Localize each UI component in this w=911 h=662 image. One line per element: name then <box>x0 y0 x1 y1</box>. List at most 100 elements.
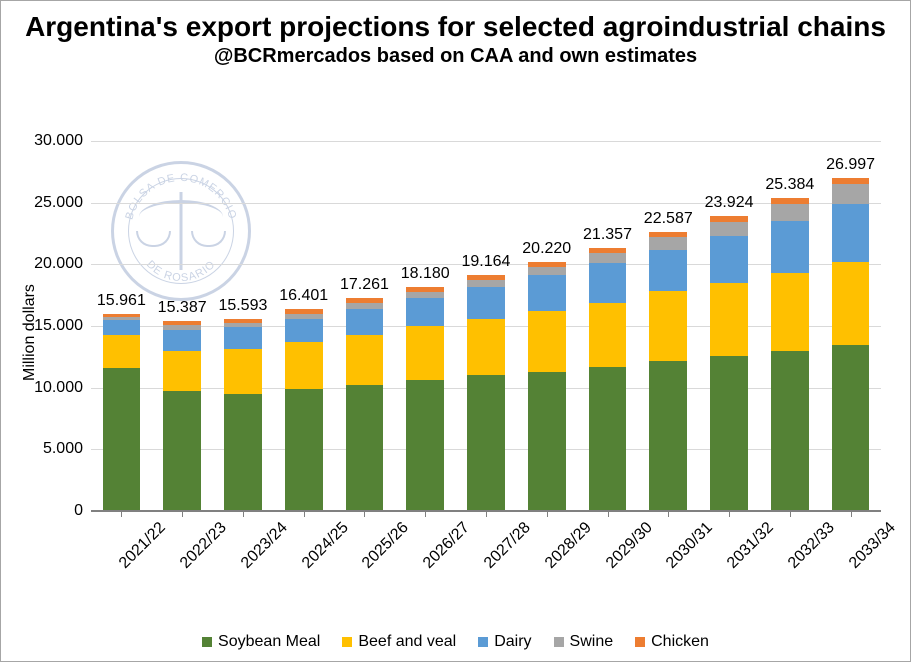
x-tick <box>243 511 244 517</box>
stacked-bar: 26.997 <box>832 178 870 511</box>
bar-slot: 23.924 <box>699 141 760 511</box>
x-tick <box>790 511 791 517</box>
bar-total-label: 20.220 <box>522 240 571 258</box>
bar-slot: 17.261 <box>334 141 395 511</box>
bar-segment-beef <box>163 351 201 392</box>
bar-segment-soybean <box>589 367 627 511</box>
bar-segment-soybean <box>528 372 566 511</box>
y-tick-label: 15.000 <box>34 317 83 335</box>
x-tick <box>425 511 426 517</box>
bar-segment-swine <box>771 204 809 221</box>
bar-segment-soybean <box>406 380 444 511</box>
bar-slot: 25.384 <box>759 141 820 511</box>
bar-segment-swine <box>467 280 505 287</box>
chart-title: Argentina's export projections for selec… <box>1 11 910 43</box>
bar-total-label: 25.384 <box>765 176 814 194</box>
x-tick-label: 2026/27 <box>420 519 474 573</box>
bar-slot: 15.961 <box>91 141 152 511</box>
bar-segment-swine <box>710 222 748 236</box>
stacked-bar: 20.220 <box>528 262 566 511</box>
x-tick-label: 2025/26 <box>359 519 413 573</box>
stacked-bar: 18.180 <box>406 287 444 511</box>
x-tick <box>182 511 183 517</box>
bar-slot: 18.180 <box>395 141 456 511</box>
bar-segment-soybean <box>163 391 201 511</box>
x-tick-label: 2033/34 <box>846 519 900 573</box>
bar-segment-dairy <box>467 287 505 319</box>
bar-slot: 22.587 <box>638 141 699 511</box>
stacked-bar: 15.593 <box>224 319 262 511</box>
bar-total-label: 18.180 <box>401 265 450 283</box>
stacked-bar: 21.357 <box>589 248 627 511</box>
x-tick <box>547 511 548 517</box>
bar-segment-soybean <box>224 394 262 511</box>
bar-segment-dairy <box>589 263 627 302</box>
legend-label: Soybean Meal <box>218 633 320 651</box>
plot-area: 15.961 15.387 15.593 16.401 17.261 18.180 19.1… <box>91 141 881 511</box>
stacked-bar: 23.924 <box>710 216 748 511</box>
x-tick-label: 2023/24 <box>238 519 292 573</box>
bar-slot: 20.220 <box>516 141 577 511</box>
legend-swatch <box>202 637 212 647</box>
bar-slot: 26.997 <box>820 141 881 511</box>
bar-segment-soybean <box>771 351 809 511</box>
bar-segment-dairy <box>528 275 566 311</box>
legend-item-dairy: Dairy <box>478 633 531 651</box>
legend-swatch <box>635 637 645 647</box>
bars-container: 15.961 15.387 15.593 16.401 17.261 18.180 19.1… <box>91 141 881 511</box>
bar-segment-swine <box>589 253 627 264</box>
x-tick-label: 2029/30 <box>602 519 656 573</box>
legend-label: Chicken <box>651 633 709 651</box>
chart-subtitle: @BCRmercados based on CAA and own estima… <box>1 45 910 68</box>
bar-segment-beef <box>771 273 809 351</box>
bar-total-label: 19.164 <box>462 253 511 271</box>
y-tick-label: 25.000 <box>34 194 83 212</box>
bar-segment-beef <box>103 335 141 368</box>
legend: Soybean Meal Beef and veal Dairy Swine Chick… <box>1 633 910 651</box>
stacked-bar: 15.387 <box>163 321 201 511</box>
bar-total-label: 26.997 <box>826 156 875 174</box>
bar-segment-swine <box>832 184 870 204</box>
bar-segment-dairy <box>832 204 870 262</box>
bar-segment-beef <box>224 349 262 393</box>
stacked-bar: 19.164 <box>467 275 505 511</box>
y-tick-label: 5.000 <box>43 440 83 458</box>
legend-label: Beef and veal <box>358 633 456 651</box>
bar-segment-beef <box>285 342 323 389</box>
legend-swatch <box>554 637 564 647</box>
x-tick-label: 2024/25 <box>299 519 353 573</box>
bar-total-label: 23.924 <box>705 194 754 212</box>
bar-total-label: 16.401 <box>279 287 328 305</box>
bar-segment-beef <box>832 262 870 345</box>
bar-segment-beef <box>406 326 444 380</box>
bar-segment-dairy <box>710 236 748 283</box>
stacked-bar: 25.384 <box>771 198 809 511</box>
bar-segment-soybean <box>467 375 505 511</box>
bar-segment-dairy <box>406 298 444 326</box>
bar-total-label: 15.387 <box>158 299 207 317</box>
y-tick-label: 10.000 <box>34 379 83 397</box>
bar-segment-dairy <box>771 221 809 273</box>
bar-slot: 16.401 <box>273 141 334 511</box>
bar-segment-beef <box>649 291 687 360</box>
x-tick <box>608 511 609 517</box>
x-tick-label: 2027/28 <box>481 519 535 573</box>
x-tick-label: 2028/29 <box>542 519 596 573</box>
bar-total-label: 17.261 <box>340 276 389 294</box>
bar-segment-soybean <box>710 356 748 511</box>
bar-segment-soybean <box>832 345 870 512</box>
bar-segment-beef <box>467 319 505 376</box>
x-tick <box>364 511 365 517</box>
stacked-bar: 15.961 <box>103 314 141 511</box>
bar-slot: 19.164 <box>456 141 517 511</box>
bar-segment-beef <box>346 335 384 386</box>
x-tick <box>851 511 852 517</box>
x-tick <box>729 511 730 517</box>
title-block: Argentina's export projections for selec… <box>1 1 910 68</box>
bar-segment-beef <box>528 311 566 371</box>
legend-label: Swine <box>570 633 614 651</box>
x-tick <box>486 511 487 517</box>
bar-segment-dairy <box>103 320 141 335</box>
bar-segment-dairy <box>163 330 201 351</box>
legend-swatch <box>342 637 352 647</box>
